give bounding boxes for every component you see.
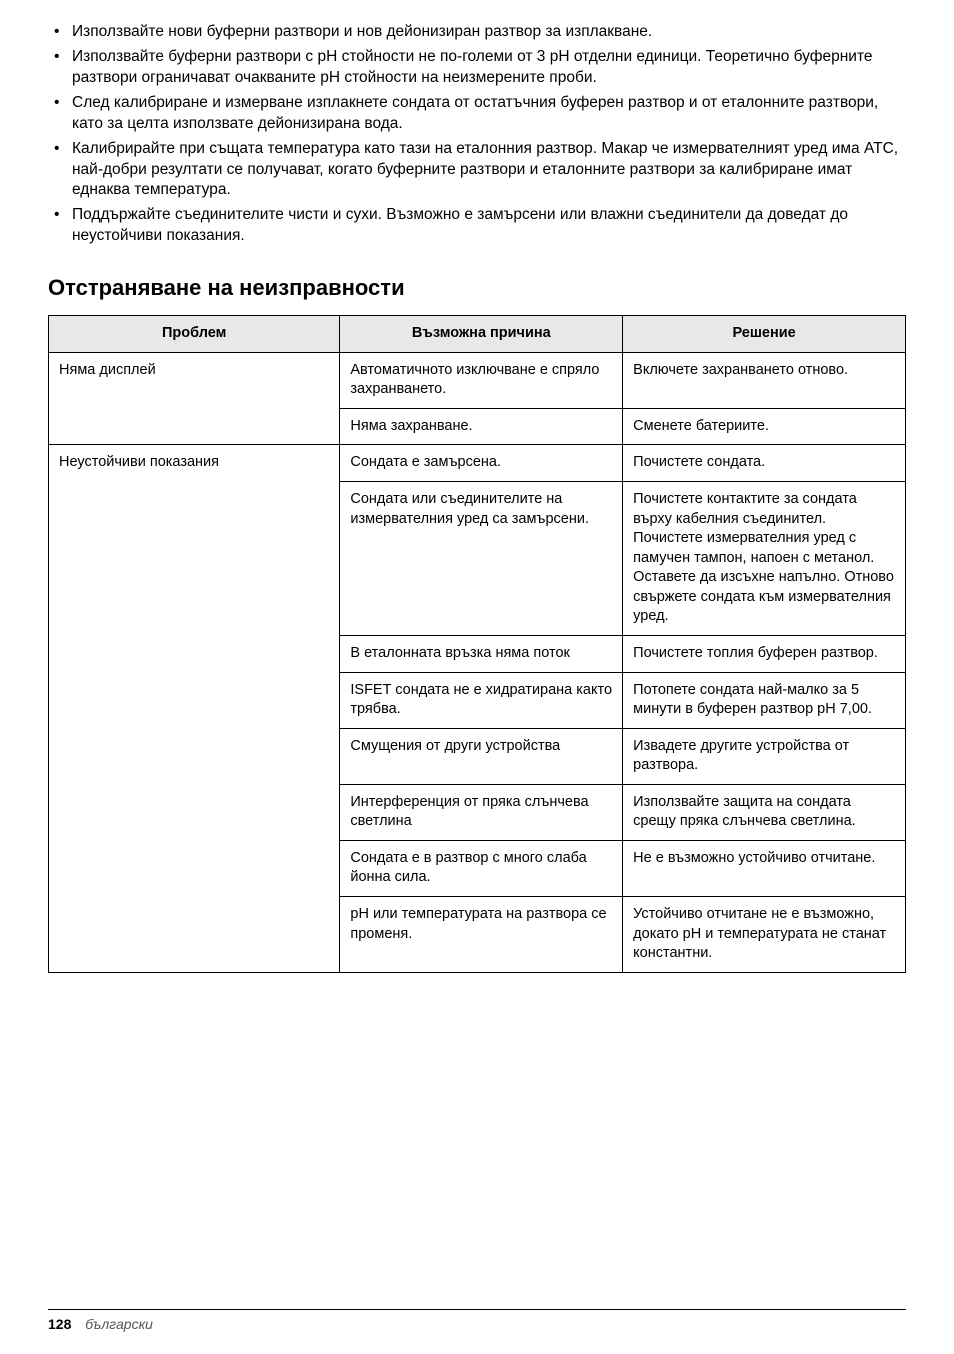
footer-language: български: [85, 1316, 153, 1332]
bullet-item: Калибрирайте при същата температура като…: [48, 139, 906, 202]
cell-solution: Не е възможно устойчиво отчитане.: [623, 840, 906, 896]
cell-cause: Интерференция от пряка слънчева светлина: [340, 784, 623, 840]
cell-cause: Сондата или съединителите на измервателн…: [340, 482, 623, 636]
section-title: Отстраняване на неизправности: [48, 275, 906, 301]
cell-solution: Сменете батериите.: [623, 408, 906, 445]
cell-solution: Почистете сондата.: [623, 445, 906, 482]
cell-problem: Няма дисплей: [49, 352, 340, 445]
cell-cause: Автоматичното изключване е спряло захран…: [340, 352, 623, 408]
cell-cause: ISFET сондата не е хидратирана както тря…: [340, 672, 623, 728]
cell-solution: Извадете другите устройства от разтвора.: [623, 728, 906, 784]
cell-solution: Включете захранването отново.: [623, 352, 906, 408]
cell-solution: Използвайте защита на сондата срещу пряк…: [623, 784, 906, 840]
page-number: 128: [48, 1316, 71, 1332]
troubleshoot-table: Проблем Възможна причина Решение Няма ди…: [48, 315, 906, 973]
table-row: Няма дисплейАвтоматичното изключване е с…: [49, 352, 906, 408]
table-row: Неустойчиви показанияСондата е замърсена…: [49, 445, 906, 482]
cell-solution: Почистете топлия буферен разтвор.: [623, 635, 906, 672]
cell-problem: Неустойчиви показания: [49, 445, 340, 972]
cell-solution: Почистете контактите за сондата върху ка…: [623, 482, 906, 636]
header-cause: Възможна причина: [340, 316, 623, 353]
intro-bullets: Използвайте нови буферни разтвори и нов …: [48, 22, 906, 247]
cell-solution: Устойчиво отчитане не е възможно, докато…: [623, 897, 906, 973]
cell-cause: В еталонната връзка няма поток: [340, 635, 623, 672]
cell-cause: Няма захранване.: [340, 408, 623, 445]
cell-cause: Смущения от други устройства: [340, 728, 623, 784]
page-footer: 128 български: [48, 1309, 906, 1332]
header-solution: Решение: [623, 316, 906, 353]
bullet-item: Поддържайте съединителите чисти и сухи. …: [48, 205, 906, 247]
cell-cause: Сондата е замърсена.: [340, 445, 623, 482]
cell-cause: pH или температурата на разтвора се пром…: [340, 897, 623, 973]
bullet-item: Използвайте буферни разтвори с pH стойно…: [48, 47, 906, 89]
table-header-row: Проблем Възможна причина Решение: [49, 316, 906, 353]
header-problem: Проблем: [49, 316, 340, 353]
cell-cause: Сондата е в разтвор с много слаба йонна …: [340, 840, 623, 896]
bullet-item: След калибриране и измерване изплакнете …: [48, 93, 906, 135]
cell-solution: Потопете сондата най-малко за 5 минути в…: [623, 672, 906, 728]
bullet-item: Използвайте нови буферни разтвори и нов …: [48, 22, 906, 43]
